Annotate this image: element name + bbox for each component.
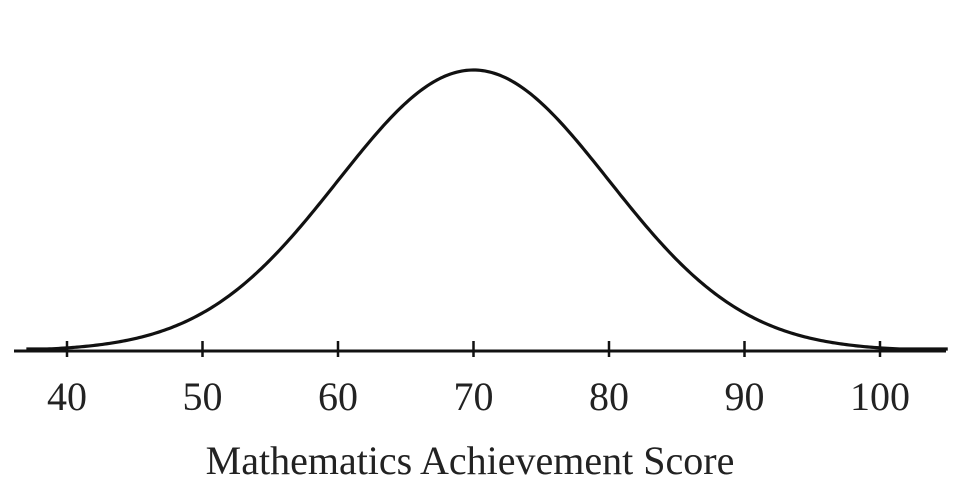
x-tick-label: 80: [589, 374, 629, 419]
x-tick-label: 100: [850, 374, 910, 419]
curve-layer: [26, 68, 948, 351]
x-tick-label: 70: [454, 374, 494, 419]
x-tick-label: 90: [725, 374, 765, 419]
normal-distribution-curve: [26, 68, 948, 351]
x-tick-label: 40: [47, 374, 87, 419]
x-axis-title: Mathematics Achievement Score: [206, 438, 735, 483]
x-tick-label: 60: [318, 374, 358, 419]
x-tick-label: 50: [183, 374, 223, 419]
x-ticks: 40 50 60 70 80 90 100: [47, 341, 910, 419]
